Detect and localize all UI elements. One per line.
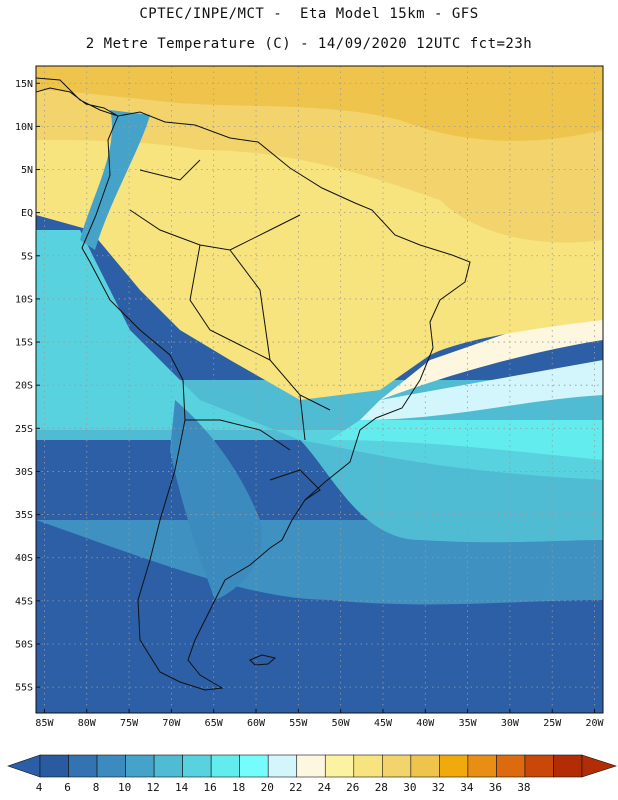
colorbar-label: 18 (232, 781, 245, 794)
lon-tick-label: 80W (78, 718, 97, 729)
map-subtitle: 2 Metre Temperature (C) - 14/09/2020 12U… (85, 36, 533, 52)
colorbar-label: 10 (118, 781, 131, 794)
field-band-30c (36, 66, 603, 141)
lat-tick-label: 20S (15, 381, 33, 392)
colorbar-swatch (68, 754, 98, 778)
colorbar-label: 20 (261, 781, 274, 794)
lat-tick-label: 50S (15, 639, 33, 650)
lon-tick-label: 20W (586, 718, 605, 729)
field-band-20c (360, 360, 603, 420)
lon-tick-label: 70W (162, 718, 181, 729)
colorbar-swatch (39, 754, 69, 778)
colorbar-label: 12 (146, 781, 159, 794)
colorbar-label: 38 (517, 781, 530, 794)
colorbar-swatch (439, 754, 469, 778)
lon-tick-label: 75W (120, 718, 139, 729)
lon-tick-label: 30W (501, 718, 520, 729)
lon-tick-label: 50W (332, 718, 351, 729)
colorbar-swatch (210, 754, 240, 778)
color-bar: 4 6 8 10 12 14 16 18 20 22 24 26 28 30 32 34 36 38 (7, 754, 617, 794)
lat-tick-label: 55S (15, 683, 33, 694)
lat-tick-label: 15N (15, 79, 33, 90)
colorbar-swatch (239, 754, 269, 778)
colorbar-label: 24 (318, 781, 332, 794)
lat-tick-label: 30S (15, 467, 33, 478)
lon-tick-label: 55W (289, 718, 308, 729)
field-band-8c (170, 400, 262, 600)
central-america-outline (36, 77, 119, 117)
colorbar-label: 28 (375, 781, 388, 794)
lat-tick-label: 10S (15, 294, 33, 305)
colorbar-swatch (324, 754, 355, 778)
colorbar-label: 30 (403, 781, 416, 794)
colorbar-swatch (182, 754, 212, 778)
lat-tick-label: 45S (15, 596, 33, 607)
colorbar-swatch (296, 754, 326, 778)
lat-tick-label: EQ (21, 208, 33, 219)
temperature-field (36, 66, 603, 713)
colorbar-above-arrow (581, 754, 617, 778)
field-band-18c (330, 420, 603, 460)
falkland-islands (249, 654, 277, 666)
map-title: CPTEC/INPE/MCT - Eta Model 15km - GFS (139, 6, 479, 22)
lat-tick-label: 35S (15, 510, 33, 521)
colorbar-label: 8 (93, 781, 100, 794)
lat-tick-label: 10N (15, 122, 33, 133)
lat-tick-label: 5N (21, 165, 33, 176)
lon-tick-label: 60W (247, 718, 266, 729)
colorbar-swatch (353, 754, 383, 778)
map-frame (35, 65, 604, 714)
colorbar-swatch (496, 754, 526, 778)
longitude-labels: 85W 80W 75W 70W 65W 60W 55W 50W 45W 40W 35W 30W 25W 2… (35, 709, 605, 729)
colorbar-swatch (96, 754, 126, 778)
lon-tick-label: 35W (459, 718, 478, 729)
colorbar-label: 32 (432, 781, 445, 794)
country-borders (129, 159, 331, 501)
colorbar-swatch (382, 754, 412, 778)
latitude-labels: 15N 10N 5N EQ 5S 10S 15S 20S 25S 30S 35S 40S 45S 50S 5… (15, 79, 40, 694)
lon-tick-label: 65W (205, 718, 224, 729)
colorbar-label: 36 (489, 781, 502, 794)
colorbar-swatch (267, 754, 298, 778)
colorbar-label: 26 (346, 781, 359, 794)
colorbar-label: 16 (204, 781, 217, 794)
lat-tick-label: 15S (15, 338, 33, 349)
lon-tick-label: 45W (374, 718, 393, 729)
lon-tick-label: 40W (416, 718, 435, 729)
coastlines (36, 77, 471, 691)
colorbar-swatch (153, 754, 183, 778)
lat-lon-grid (36, 66, 603, 713)
colorbar-label: 4 (36, 781, 43, 794)
field-band-12c (80, 110, 150, 250)
colorbar-below-arrow (7, 754, 41, 778)
lon-tick-label: 25W (543, 718, 562, 729)
colorbar-swatch (467, 754, 497, 778)
lat-tick-label: 40S (15, 553, 33, 564)
lat-tick-label: 5S (21, 251, 33, 262)
colorbar-swatch (125, 754, 155, 778)
colorbar-label: 14 (175, 781, 189, 794)
lon-tick-label: 85W (35, 718, 54, 729)
colorbar-swatch (410, 754, 440, 778)
colorbar-label: 22 (289, 781, 302, 794)
south-america-outline (81, 111, 471, 691)
colorbar-label: 6 (64, 781, 71, 794)
colorbar-swatch (553, 754, 583, 778)
colorbar-label: 34 (460, 781, 474, 794)
colorbar-swatch (524, 754, 554, 778)
lat-tick-label: 25S (15, 424, 33, 435)
